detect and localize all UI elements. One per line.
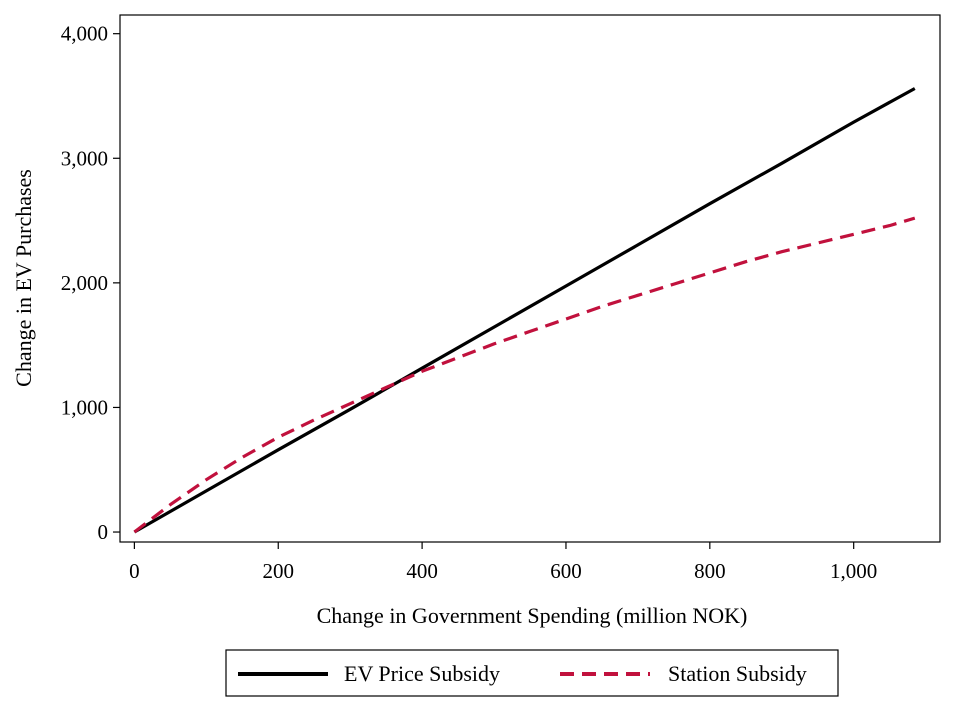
legend: EV Price Subsidy Station Subsidy: [225, 649, 839, 697]
y-tick-label: 1,000: [61, 395, 108, 419]
x-axis: 0 200 400 600 800 1,000: [129, 542, 877, 583]
series-line-station-subsidy: [133, 216, 916, 534]
x-tick-label: 400: [406, 559, 438, 583]
x-tick-label: 800: [694, 559, 726, 583]
legend-label-station-subsidy: Station Subsidy: [668, 661, 807, 686]
x-tick-label: 200: [262, 559, 294, 583]
y-tick-label: 3,000: [61, 146, 108, 170]
series-layer: [133, 87, 916, 534]
y-tick-label: 4,000: [61, 22, 108, 46]
y-axis: 0 1,000 2,000 3,000 4,000: [61, 22, 120, 544]
y-tick-label: 2,000: [61, 271, 108, 295]
x-tick-label: 0: [129, 559, 140, 583]
legend-label-ev-price-subsidy: EV Price Subsidy: [344, 661, 500, 686]
x-tick-label: 1,000: [830, 559, 877, 583]
plot-frame: [119, 14, 941, 543]
y-tick-label: 0: [98, 520, 109, 544]
x-tick-label: 600: [550, 559, 582, 583]
y-axis-title: Change in EV Purchases: [11, 169, 36, 387]
x-axis-title: Change in Government Spending (million N…: [317, 603, 748, 628]
series-line-ev-price-subsidy: [133, 87, 916, 534]
